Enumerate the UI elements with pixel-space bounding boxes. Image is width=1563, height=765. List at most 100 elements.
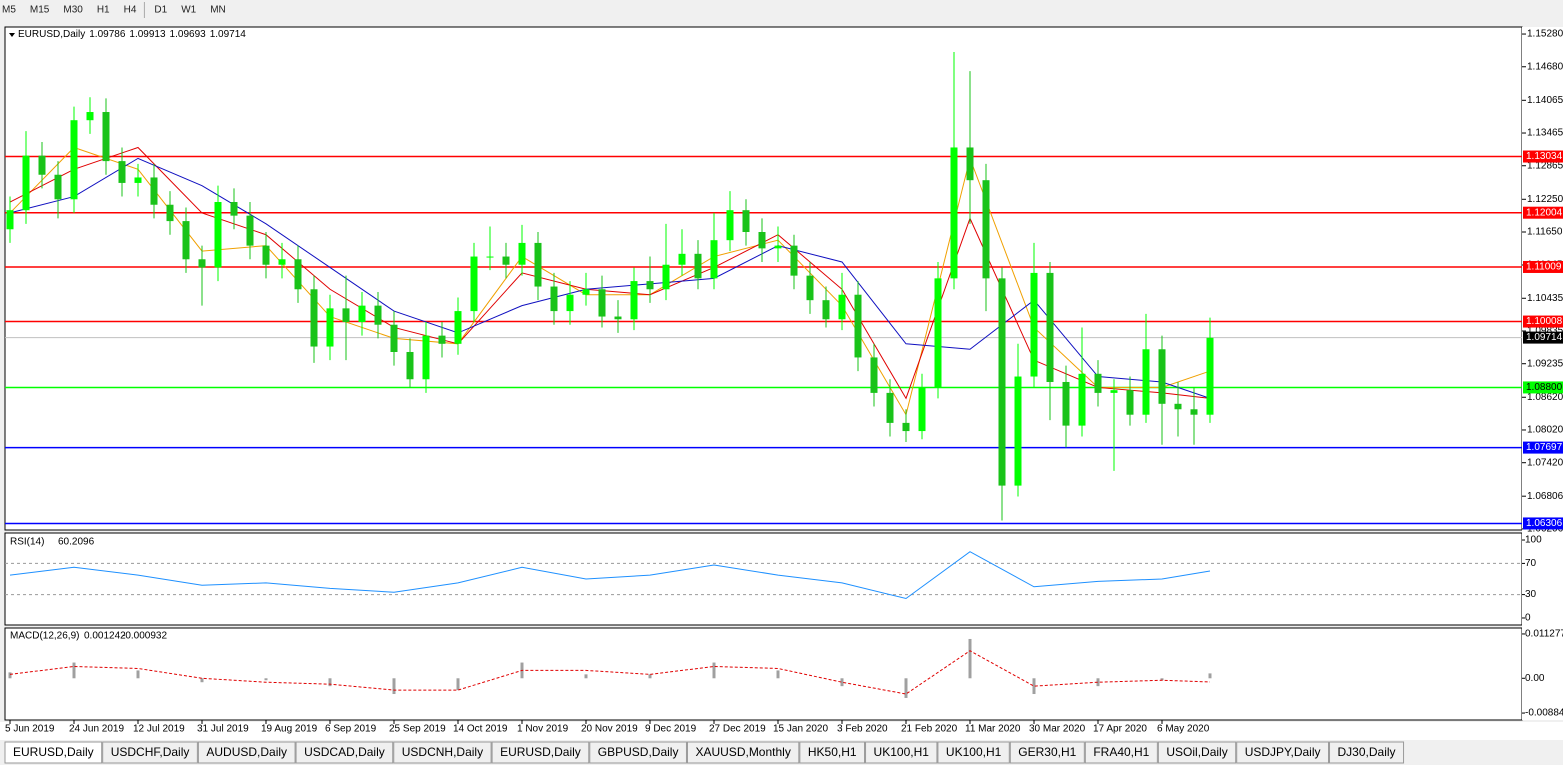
tab[interactable]: GBPUSD,Daily <box>589 741 687 764</box>
tab[interactable]: UK100,H1 <box>865 741 938 764</box>
timeframe-button[interactable]: M15 <box>30 5 50 16</box>
candle-body <box>198 259 206 268</box>
x-tick-label: 24 Jun 2019 <box>69 724 124 735</box>
tab[interactable]: HK50,H1 <box>799 741 866 764</box>
level-box <box>1523 150 1563 163</box>
tab[interactable]: USDCNH,Daily <box>393 741 492 764</box>
tab-label[interactable]: USOil,Daily <box>1166 745 1227 759</box>
tab[interactable]: FRA40,H1 <box>1084 741 1158 764</box>
tab[interactable]: USDJPY,Daily <box>1236 741 1330 764</box>
candle-body <box>726 210 734 241</box>
tab-label[interactable]: EURUSD,Daily <box>13 745 94 759</box>
tab-label[interactable]: DJ30,Daily <box>1338 745 1396 759</box>
rsi-tick-label: 100 <box>1525 535 1542 546</box>
tab-label[interactable]: USDJPY,Daily <box>1245 745 1321 759</box>
macd-bar <box>584 674 588 679</box>
candle-body <box>1126 390 1134 415</box>
tab[interactable]: AUDUSD,Daily <box>197 741 296 764</box>
timeframe-button[interactable]: D1 <box>154 5 167 16</box>
y-tick-label: 1.09235 <box>1527 358 1563 369</box>
timeframe-button[interactable]: H1 <box>97 5 110 16</box>
tab[interactable]: USOil,Daily <box>1157 741 1237 764</box>
timeframe-button[interactable]: H4 <box>124 5 137 16</box>
tab[interactable]: DJ30,Daily <box>1329 741 1405 764</box>
tab[interactable]: GER30,H1 <box>1009 741 1085 764</box>
tab[interactable]: USDCAD,Daily <box>295 741 394 764</box>
candle-body <box>1014 376 1022 486</box>
y-tick-label: 1.09835 <box>1527 326 1563 337</box>
candle-body <box>646 281 654 290</box>
tab-bg <box>393 741 492 764</box>
macd-value: 0.001242 <box>84 631 126 642</box>
tab-bg <box>1236 741 1330 764</box>
macd-bar <box>456 678 460 691</box>
candle-body <box>102 112 110 162</box>
candle-body <box>246 215 254 246</box>
candle-body <box>934 278 942 388</box>
candle-body <box>86 112 94 121</box>
timeframe-button[interactable]: M30 <box>63 5 83 16</box>
time-scale <box>0 722 1563 740</box>
tab-label[interactable]: GBPUSD,Daily <box>598 745 679 759</box>
candle-body <box>118 161 126 183</box>
macd-bar <box>1160 678 1164 681</box>
macd-panel <box>4 627 1523 721</box>
candle-body <box>38 155 46 175</box>
macd-signal-value: -0.000932 <box>122 631 167 642</box>
candle-body <box>550 286 558 312</box>
main-panel <box>4 26 1523 531</box>
macd-tick-label: -0.008845 <box>1525 708 1563 719</box>
tab-label[interactable]: XAUUSD,Monthly <box>695 745 790 759</box>
tab-label[interactable]: EURUSD,Daily <box>500 745 581 759</box>
candle-body <box>1094 373 1102 393</box>
moving-average <box>9 157 1211 399</box>
tab-label[interactable]: UK100,H1 <box>946 745 1002 759</box>
y-tick-label: 1.08020 <box>1527 425 1563 436</box>
timeframe-button[interactable]: MN <box>210 5 226 16</box>
x-tick-label: 30 Mar 2020 <box>1029 724 1086 735</box>
y-tick-label: 1.06806 <box>1527 491 1563 502</box>
tab-label[interactable]: FRA40,H1 <box>1093 745 1149 759</box>
x-tick-label: 11 Mar 2020 <box>965 724 1021 735</box>
candle-body <box>1110 390 1118 393</box>
candle-body <box>694 253 702 279</box>
tab-label[interactable]: AUDUSD,Daily <box>206 745 287 759</box>
candle-body <box>742 210 750 233</box>
macd-signal <box>9 650 1211 695</box>
tab-label[interactable]: HK50,H1 <box>808 745 857 759</box>
level-box <box>1523 441 1563 454</box>
macd-bar <box>328 678 332 687</box>
level-label: 1.08800 <box>1526 382 1563 393</box>
x-tick-label: 6 May 2020 <box>1157 724 1210 735</box>
tab[interactable]: USDCHF,Daily <box>102 741 198 764</box>
candle-body <box>278 259 286 265</box>
header-high: 1.09913 <box>129 29 166 40</box>
rsi-tick-label: 70 <box>1525 558 1537 569</box>
candle-body <box>54 174 62 200</box>
timeframe-button[interactable]: M5 <box>2 5 16 16</box>
price-scale <box>1522 27 1563 720</box>
tab-label[interactable]: UK100,H1 <box>874 745 930 759</box>
tab[interactable]: EURUSD,Daily <box>4 741 103 764</box>
tab[interactable]: XAUUSD,Monthly <box>686 741 800 764</box>
tab[interactable]: UK100,H1 <box>937 741 1010 764</box>
candle-body <box>870 357 878 393</box>
candle-body <box>182 221 190 260</box>
tab-label[interactable]: USDCHF,Daily <box>111 745 190 759</box>
candle-body <box>486 256 494 258</box>
macd-bar <box>712 662 716 679</box>
tab[interactable]: EURUSD,Daily <box>491 741 590 764</box>
tab-label[interactable]: GER30,H1 <box>1018 745 1076 759</box>
dropdown-icon[interactable] <box>9 33 15 37</box>
macd-bar <box>1096 678 1100 687</box>
candle-body <box>470 256 478 312</box>
tab-label[interactable]: USDCAD,Daily <box>304 745 385 759</box>
tab-label[interactable]: USDCNH,Daily <box>402 745 483 759</box>
candle-body <box>630 281 638 320</box>
timeframe-button[interactable]: W1 <box>181 5 196 16</box>
candle-body <box>518 242 526 265</box>
tab-bg <box>102 741 198 764</box>
macd-bar <box>200 678 204 683</box>
candle-body <box>406 351 414 380</box>
